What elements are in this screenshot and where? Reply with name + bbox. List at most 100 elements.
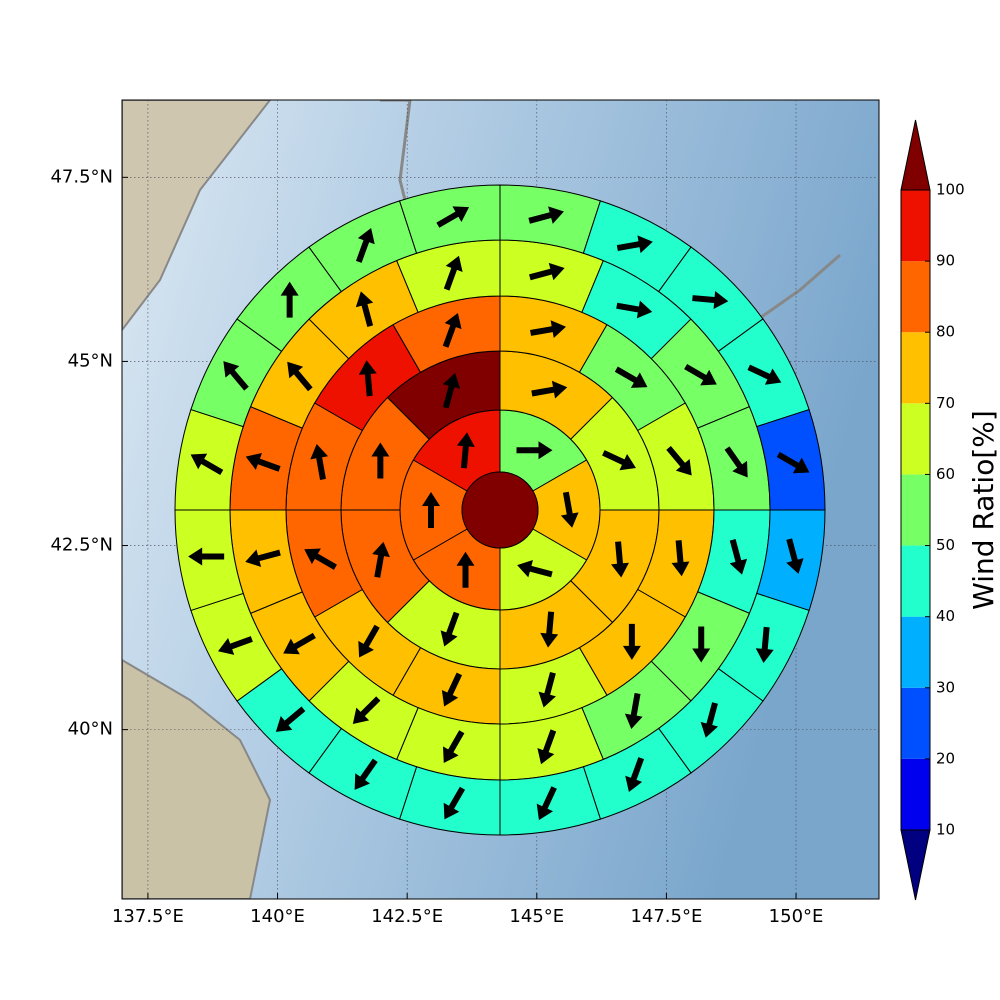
wind-arrow — [358, 360, 377, 397]
x-tick-label: 137.5°E — [112, 906, 184, 927]
colorbar-segment — [901, 332, 930, 404]
wind-arrow — [671, 540, 690, 577]
wind-arrow — [372, 541, 390, 578]
colorbar-segment — [901, 190, 930, 262]
wind-arrow — [275, 706, 306, 732]
wind-arrow — [371, 442, 390, 479]
wind-arrow — [755, 626, 774, 663]
wind-arrow — [724, 446, 748, 478]
wind-arrow — [529, 262, 565, 281]
wind-arrow — [560, 491, 579, 528]
colorbar-tick-label: 10 — [936, 821, 955, 839]
wind-arrow — [616, 300, 653, 319]
y-tick-label: 42.5°N — [50, 535, 113, 556]
wind-arrow — [614, 366, 648, 388]
wind-arrow — [443, 255, 463, 291]
wind-arrow — [287, 361, 313, 392]
wind-arrow — [538, 671, 556, 708]
wind-arrow — [624, 692, 643, 729]
colorbar-tick-label: 80 — [936, 323, 955, 341]
wind-arrow — [666, 446, 692, 476]
wind-arrow — [245, 452, 281, 472]
wind-arrow — [310, 444, 329, 480]
colorbar-segment — [901, 403, 930, 475]
x-tick-label: 150°E — [769, 906, 824, 927]
wind-arrow — [355, 291, 374, 327]
wind-arrow — [355, 228, 375, 263]
wind-arrow — [622, 623, 641, 660]
wind-arrow — [354, 758, 378, 790]
wind-arrow — [611, 541, 629, 578]
wind-arrow — [625, 757, 645, 792]
wind-arrow — [352, 696, 381, 724]
wind-arrow — [218, 636, 253, 655]
wind-arrow — [531, 380, 568, 399]
wind-arrow — [786, 538, 804, 574]
colorbar-label: Wind Ratio[%] — [967, 410, 1000, 610]
wind-arrow — [616, 235, 653, 254]
colorbar-extend-high — [900, 119, 931, 191]
colorbar-tick-label: 90 — [936, 252, 955, 270]
wind-arrow — [440, 611, 460, 647]
colorbar-tick-label: 70 — [936, 394, 955, 412]
y-tick-label: 40°N — [68, 719, 113, 740]
colorbar-tick-label: 40 — [936, 607, 955, 625]
wind-arrow — [245, 549, 281, 567]
wind-arrow — [223, 361, 249, 391]
colorbar-tick-label: 50 — [936, 536, 955, 554]
wind-arrow — [530, 320, 566, 339]
wind-arrow — [729, 539, 748, 575]
y-tick-label: 45°N — [68, 350, 113, 371]
colorbar-segment — [901, 474, 930, 546]
wind-arrow — [190, 453, 224, 476]
wind-arrow — [283, 632, 316, 655]
wind-arrow — [540, 611, 559, 648]
x-tick-label: 147.5°E — [630, 906, 702, 927]
colorbar-tick-label: 60 — [936, 465, 955, 483]
wind-arrow — [280, 281, 299, 318]
sectors — [174, 184, 826, 836]
wind-arrow — [304, 548, 337, 570]
wind-arrow — [516, 441, 553, 460]
wind-arrow — [442, 372, 461, 409]
wind-arrow — [517, 560, 553, 578]
wind-arrow — [422, 492, 440, 528]
wind-arrow — [692, 626, 711, 663]
wind-arrow — [456, 551, 475, 588]
colorbar-segment — [901, 261, 930, 333]
colorbar-segment — [901, 545, 930, 617]
x-tick-label: 142.5°E — [371, 906, 443, 927]
center-disc — [461, 471, 539, 549]
plot-frame — [121, 99, 880, 900]
colorbar-tick-label: 100 — [936, 181, 965, 199]
wind-arrow — [602, 450, 636, 471]
wind-arrow — [536, 786, 557, 821]
colorbar-segment — [901, 616, 930, 688]
y-tick-label: 47.5°N — [50, 166, 113, 187]
wind-arrow — [188, 547, 225, 566]
wind-arrow — [692, 291, 729, 309]
wind-arrow — [358, 624, 380, 658]
wind-arrow — [442, 312, 462, 348]
colorbar-segment — [901, 758, 930, 830]
wind-arrow — [442, 730, 465, 763]
x-tick-label: 145°E — [509, 906, 564, 927]
wind-arrow — [436, 206, 470, 228]
wind-arrow — [441, 672, 463, 707]
x-tick-label: 140°E — [250, 906, 305, 927]
wind-arrow — [443, 786, 466, 820]
axes: 137.5°E 140°E 142.5°E 145°E 147.5°E 150°E 40°N… — [50, 166, 823, 927]
arrows — [188, 206, 810, 821]
wind-arrow — [776, 451, 810, 474]
colorbar-tick-label: 20 — [936, 749, 955, 767]
colorbar-tick-label: 30 — [936, 678, 955, 696]
wind-arrow — [700, 702, 719, 738]
wind-arrow — [456, 432, 475, 469]
wind-arrow — [528, 206, 564, 224]
wind-arrow — [684, 363, 717, 386]
colorbar-extend-low — [900, 829, 931, 901]
wind-arrow — [537, 729, 557, 765]
colorbar-segment — [901, 687, 930, 759]
colorbar-frame — [900, 189, 931, 831]
